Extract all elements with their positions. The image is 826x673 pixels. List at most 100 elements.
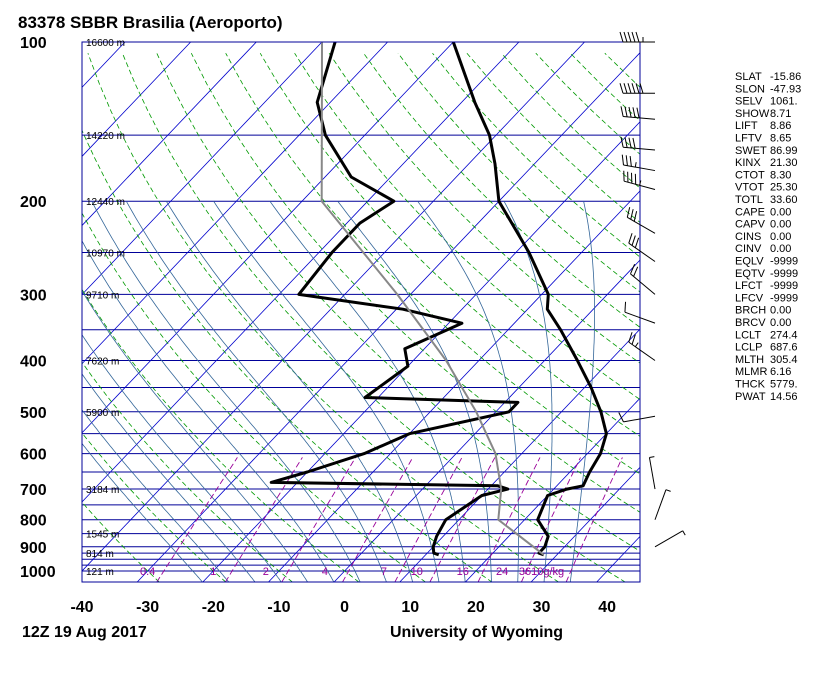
wind-barb bbox=[626, 207, 656, 234]
mixing-ratio-line bbox=[565, 457, 623, 582]
isotherm-line bbox=[596, 535, 640, 582]
pressure-tick-label: 700 bbox=[20, 482, 47, 499]
moist-adiabat bbox=[125, 201, 387, 582]
wind-barb bbox=[620, 106, 656, 120]
index-value: -15.86 bbox=[770, 71, 801, 83]
wind-barb-flag bbox=[631, 83, 636, 94]
mixing-ratio-line bbox=[156, 457, 238, 582]
wind-barb bbox=[654, 489, 671, 520]
index-name: THCK bbox=[735, 379, 766, 391]
index-name: BRCV bbox=[735, 317, 766, 329]
temperature-tick-label: 30 bbox=[533, 599, 551, 616]
isotherm-line bbox=[82, 42, 323, 296]
wind-barb-flag bbox=[628, 233, 633, 244]
isotherm-line bbox=[82, 42, 520, 503]
index-name: CAPV bbox=[735, 219, 766, 231]
wind-barb-staff bbox=[654, 530, 683, 548]
index-name: KINX bbox=[735, 157, 761, 169]
index-name: VTOT bbox=[735, 182, 764, 194]
index-value: 21.30 bbox=[770, 157, 798, 169]
index-name: CINS bbox=[735, 231, 761, 243]
isotherm-line bbox=[82, 42, 257, 227]
index-value: 6.16 bbox=[770, 366, 791, 378]
mixing-ratio-label: 2 bbox=[263, 566, 269, 578]
index-name: CAPE bbox=[735, 206, 765, 218]
index-name: CINV bbox=[735, 243, 762, 255]
temperature-tick-label: 10 bbox=[401, 599, 419, 616]
wind-barb-flag bbox=[621, 154, 624, 166]
wind-barb-flag bbox=[631, 235, 636, 246]
wind-barb-flag bbox=[619, 83, 624, 94]
wind-barb bbox=[628, 233, 656, 262]
dry-adiabat bbox=[87, 53, 560, 582]
wind-barb-staff bbox=[624, 311, 656, 324]
pressure-tick-label: 900 bbox=[20, 540, 47, 557]
mixing-ratio-label: 7 bbox=[381, 566, 387, 578]
index-value: 25.30 bbox=[770, 182, 798, 194]
dry-adiabat bbox=[82, 129, 493, 582]
index-value: 687.6 bbox=[770, 342, 798, 354]
wind-barb-flag bbox=[631, 334, 636, 345]
index-name: LCLP bbox=[735, 342, 763, 354]
index-name: LIFT bbox=[735, 120, 758, 132]
wind-barb bbox=[620, 136, 656, 151]
mixing-ratio-line bbox=[281, 457, 356, 582]
moist-adiabat bbox=[82, 442, 203, 582]
mixing-ratio-label: 1 bbox=[210, 566, 216, 578]
height-label: 1545 m bbox=[86, 530, 119, 541]
dewpoint-trace bbox=[269, 42, 520, 557]
isotherm-line bbox=[82, 42, 585, 572]
moist-adiabat bbox=[165, 200, 414, 582]
dry-adiabat bbox=[328, 52, 640, 364]
isotherm-line bbox=[465, 397, 640, 582]
dry-adiabat bbox=[156, 53, 640, 552]
index-value: -9999 bbox=[770, 280, 798, 292]
index-value: 8.30 bbox=[770, 169, 791, 181]
wind-barb-flag bbox=[636, 107, 640, 119]
isotherm-line bbox=[136, 52, 640, 582]
height-label: 12440 m bbox=[86, 197, 125, 208]
index-name: SELV bbox=[735, 96, 763, 108]
index-value: 305.4 bbox=[770, 354, 798, 366]
mixing-ratio-line bbox=[477, 457, 541, 582]
dry-adiabat bbox=[294, 52, 640, 400]
isotherm-line bbox=[399, 328, 640, 582]
dry-adiabat bbox=[82, 212, 426, 582]
footer-source: University of Wyoming bbox=[390, 624, 563, 641]
wind-barb bbox=[654, 530, 686, 548]
pressure-tick-label: 600 bbox=[20, 447, 47, 464]
wind-barb-flag bbox=[624, 106, 628, 117]
wind-barb-staff bbox=[623, 164, 656, 172]
wind-barb-staff bbox=[627, 216, 656, 234]
dry-adiabat bbox=[432, 52, 640, 258]
height-label: 9710 m bbox=[86, 290, 119, 301]
index-name: LFTV bbox=[735, 133, 763, 145]
index-value: -9999 bbox=[770, 256, 798, 268]
wind-barb-staff bbox=[628, 242, 656, 262]
isotherm-line bbox=[530, 466, 640, 582]
wind-barb-half-flag bbox=[634, 162, 637, 168]
wind-barb bbox=[618, 412, 656, 423]
pressure-tick-label: 500 bbox=[20, 405, 47, 422]
wind-barb-flag bbox=[631, 31, 636, 43]
height-label: 121 m bbox=[86, 567, 114, 578]
wind-barb bbox=[624, 301, 656, 324]
moist-adiabat bbox=[82, 334, 282, 582]
index-value: 1061. bbox=[770, 96, 798, 108]
isotherm-line bbox=[82, 42, 191, 157]
pressure-tick-label: 200 bbox=[20, 194, 47, 211]
mixing-ratio-line bbox=[224, 457, 303, 582]
dry-adiabat bbox=[82, 432, 227, 582]
isotherm-line bbox=[82, 42, 126, 88]
index-value: 274.4 bbox=[770, 329, 798, 341]
dry-adiabat bbox=[397, 52, 640, 293]
wind-barb-staff bbox=[648, 457, 656, 490]
wind-barb-flag bbox=[620, 136, 624, 148]
index-name: MLTH bbox=[735, 354, 764, 366]
wind-barb bbox=[619, 83, 655, 94]
index-value: -9999 bbox=[770, 268, 798, 280]
dry-adiabat bbox=[708, 53, 826, 582]
wind-barb-staff bbox=[630, 273, 656, 295]
wind-barb-flag bbox=[633, 266, 639, 277]
index-value: 0.00 bbox=[770, 219, 791, 231]
